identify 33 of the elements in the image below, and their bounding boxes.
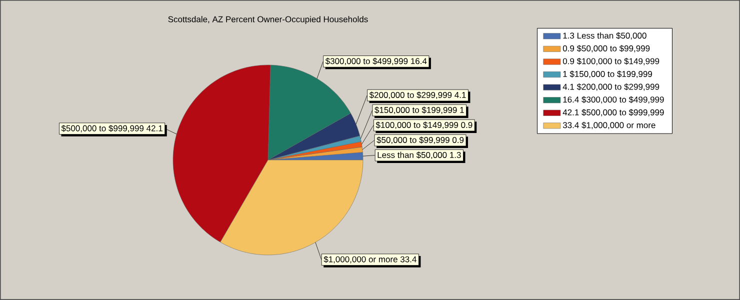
legend-label: Less than $50,000	[577, 32, 646, 40]
text: 4.1	[562, 84, 574, 90]
data-label: 16.4	[411, 58, 427, 64]
text: 0.9	[562, 58, 574, 64]
data-label: 33.4	[400, 256, 416, 262]
text: 42.1	[562, 109, 579, 116]
text: 33.4	[562, 122, 579, 128]
text: 1	[563, 71, 567, 77]
text: 0.9	[562, 45, 574, 52]
data-label: 0.9	[452, 136, 464, 143]
legend-label: $50,000 to $99,999	[576, 45, 650, 52]
slice-label: $200,000 to $299,999	[369, 92, 452, 99]
slice-label: $50,000 to $99,999	[376, 136, 450, 144]
slice-label: $300,000 to $499,999	[325, 58, 408, 66]
category-label: $500,000 to $999,999	[582, 108, 664, 116]
legend-label: $150,000 to $199,999	[570, 70, 652, 78]
slice-label: Less than $50,000	[378, 152, 447, 159]
text: 1.3	[563, 32, 574, 39]
legend-label: $100,000 to $149,999	[576, 58, 660, 66]
data-label: 1	[460, 107, 464, 113]
category-label: $1,000,000 or more	[582, 122, 656, 130]
slice-label: $1,000,000 or more	[324, 256, 398, 264]
data-label: 42.1	[146, 125, 162, 132]
text: 16.4	[563, 96, 579, 103]
slice-label: $500,000 to $999,999	[61, 124, 144, 132]
category-label: $300,000 to $499,999	[582, 96, 664, 104]
slice-label: $150,000 to $199,999	[374, 106, 457, 114]
data-label: 1.3	[450, 152, 461, 158]
slice-label: $100,000 to $149,999	[376, 122, 458, 129]
data-label: 0.9	[461, 122, 472, 128]
chart-title: Scottsdale, AZ Percent Owner-Occupied Households	[168, 16, 368, 24]
legend-label: $200,000 to $299,999	[576, 83, 660, 91]
data-label: 4.1	[454, 92, 466, 98]
